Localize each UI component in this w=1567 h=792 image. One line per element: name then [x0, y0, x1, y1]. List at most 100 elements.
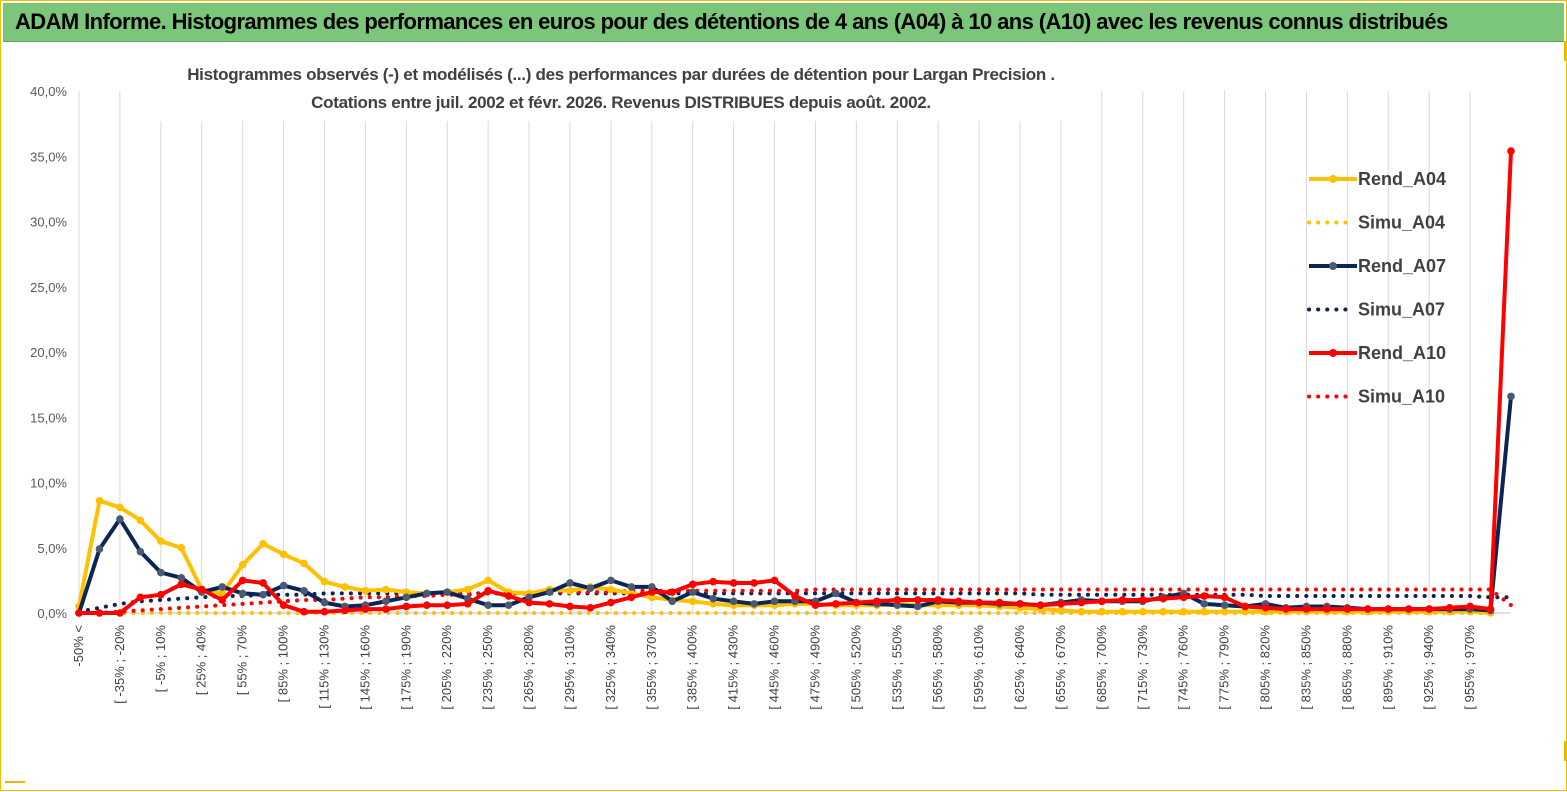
data-point — [218, 583, 226, 591]
y-tick-label: 40,0% — [30, 84, 67, 99]
data-point — [934, 596, 942, 604]
data-point — [157, 537, 165, 546]
legend-label: Rend_A10 — [1358, 343, 1446, 363]
y-tick-label: 30,0% — [30, 215, 67, 230]
series-line — [77, 587, 1513, 615]
legend-marker — [1329, 175, 1337, 183]
x-tick-label: [ 295% ; 310% — [562, 625, 577, 710]
x-tick-label: [ 925% ; 940% — [1421, 625, 1436, 710]
data-point — [484, 576, 492, 585]
data-point — [1220, 593, 1229, 602]
y-tick-label: 10,0% — [30, 476, 67, 491]
data-point — [525, 593, 533, 602]
data-point — [1016, 600, 1024, 608]
data-point — [382, 597, 390, 606]
data-point — [157, 568, 165, 577]
data-point — [402, 593, 411, 602]
data-point — [116, 503, 124, 512]
data-point — [382, 585, 390, 594]
x-tick-label: [ 565% ; 580% — [930, 625, 945, 710]
x-tick-label: [ 355% ; 370% — [644, 625, 659, 710]
data-point — [832, 589, 840, 598]
legend-marker — [1329, 262, 1337, 270]
data-point — [136, 593, 145, 602]
x-tick-label: [ 595% ; 610% — [971, 625, 986, 710]
x-tick-label: [ 505% ; 520% — [848, 625, 863, 710]
legend-item-Rend_A10: Rend_A10 — [1309, 343, 1446, 363]
data-point — [586, 584, 595, 593]
data-point — [1282, 605, 1290, 613]
y-tick-label: 0,0% — [37, 606, 67, 621]
data-point — [157, 590, 165, 599]
data-point — [1466, 602, 1474, 611]
data-point — [648, 588, 656, 596]
data-point — [1159, 594, 1168, 603]
x-tick-label: [ 625% ; 640% — [1012, 625, 1027, 710]
series-Simu_A10 — [77, 587, 1513, 615]
x-tick-label: [ 85% ; 100% — [276, 625, 291, 703]
series-line — [77, 396, 1513, 614]
y-tick-label: 20,0% — [30, 345, 67, 360]
legend-label: Simu_A10 — [1358, 387, 1445, 407]
data-point — [1507, 392, 1515, 401]
data-point — [811, 601, 820, 609]
legend-marker — [1329, 349, 1337, 357]
data-point — [218, 596, 226, 604]
corner-mark-top-right — [1550, 41, 1566, 61]
data-point — [913, 602, 922, 611]
data-point — [300, 607, 308, 616]
x-tick-label: [ 865% ; 880% — [1339, 625, 1354, 710]
data-point — [463, 600, 472, 608]
data-point — [586, 603, 595, 612]
axes: 0,0% 5,0% 10,0% 15,0% 20,0% 25,0% 30,0% 35,0% 40… — [30, 84, 1511, 710]
data-point — [688, 588, 697, 596]
data-point — [116, 609, 124, 617]
data-point — [95, 496, 104, 505]
data-point — [1343, 605, 1352, 613]
data-point — [852, 598, 861, 607]
data-point — [238, 589, 247, 598]
data-point — [1507, 147, 1515, 155]
data-point — [1057, 606, 1065, 615]
corner-mark-bottom-right — [1550, 741, 1566, 761]
data-point — [1179, 593, 1188, 602]
data-point — [545, 600, 554, 608]
data-point — [1200, 592, 1208, 600]
data-point — [1118, 607, 1127, 616]
chart-subtitle-line-1: Histogrammes observés (-) et modélisés (… — [187, 65, 1055, 84]
data-point — [320, 607, 329, 616]
data-point — [954, 597, 963, 606]
legend-item-Simu_A07: Simu_A07 — [1307, 300, 1445, 320]
data-point — [566, 602, 574, 611]
series-line — [79, 150, 1513, 615]
data-point — [729, 597, 738, 606]
data-point — [668, 597, 677, 606]
data-point — [770, 597, 779, 606]
data-point — [750, 579, 758, 587]
data-point — [750, 600, 758, 608]
data-point — [975, 598, 983, 607]
x-tick-label: [ 475% ; 490% — [807, 625, 822, 710]
legend-item-Simu_A10: Simu_A10 — [1307, 387, 1445, 407]
data-point — [504, 592, 513, 600]
series-lines — [75, 147, 1515, 617]
data-point — [1159, 607, 1168, 616]
data-point — [1200, 607, 1208, 616]
x-tick-label: [ 55% ; 70% — [235, 625, 250, 696]
data-point — [95, 609, 104, 617]
x-tick-label: [ 205% ; 220% — [439, 625, 454, 710]
y-tick-label: 15,0% — [30, 410, 67, 425]
data-point — [709, 594, 717, 603]
data-point — [627, 593, 636, 602]
x-tick-label: [ 535% ; 550% — [889, 625, 904, 710]
data-point — [1118, 596, 1127, 604]
data-point — [422, 601, 431, 609]
data-point — [279, 550, 288, 559]
data-point — [1138, 607, 1147, 616]
data-point — [136, 516, 145, 525]
x-tick-label: [ 385% ; 400% — [685, 625, 700, 710]
data-point — [361, 605, 370, 613]
data-point — [545, 588, 554, 596]
data-point — [238, 576, 247, 585]
